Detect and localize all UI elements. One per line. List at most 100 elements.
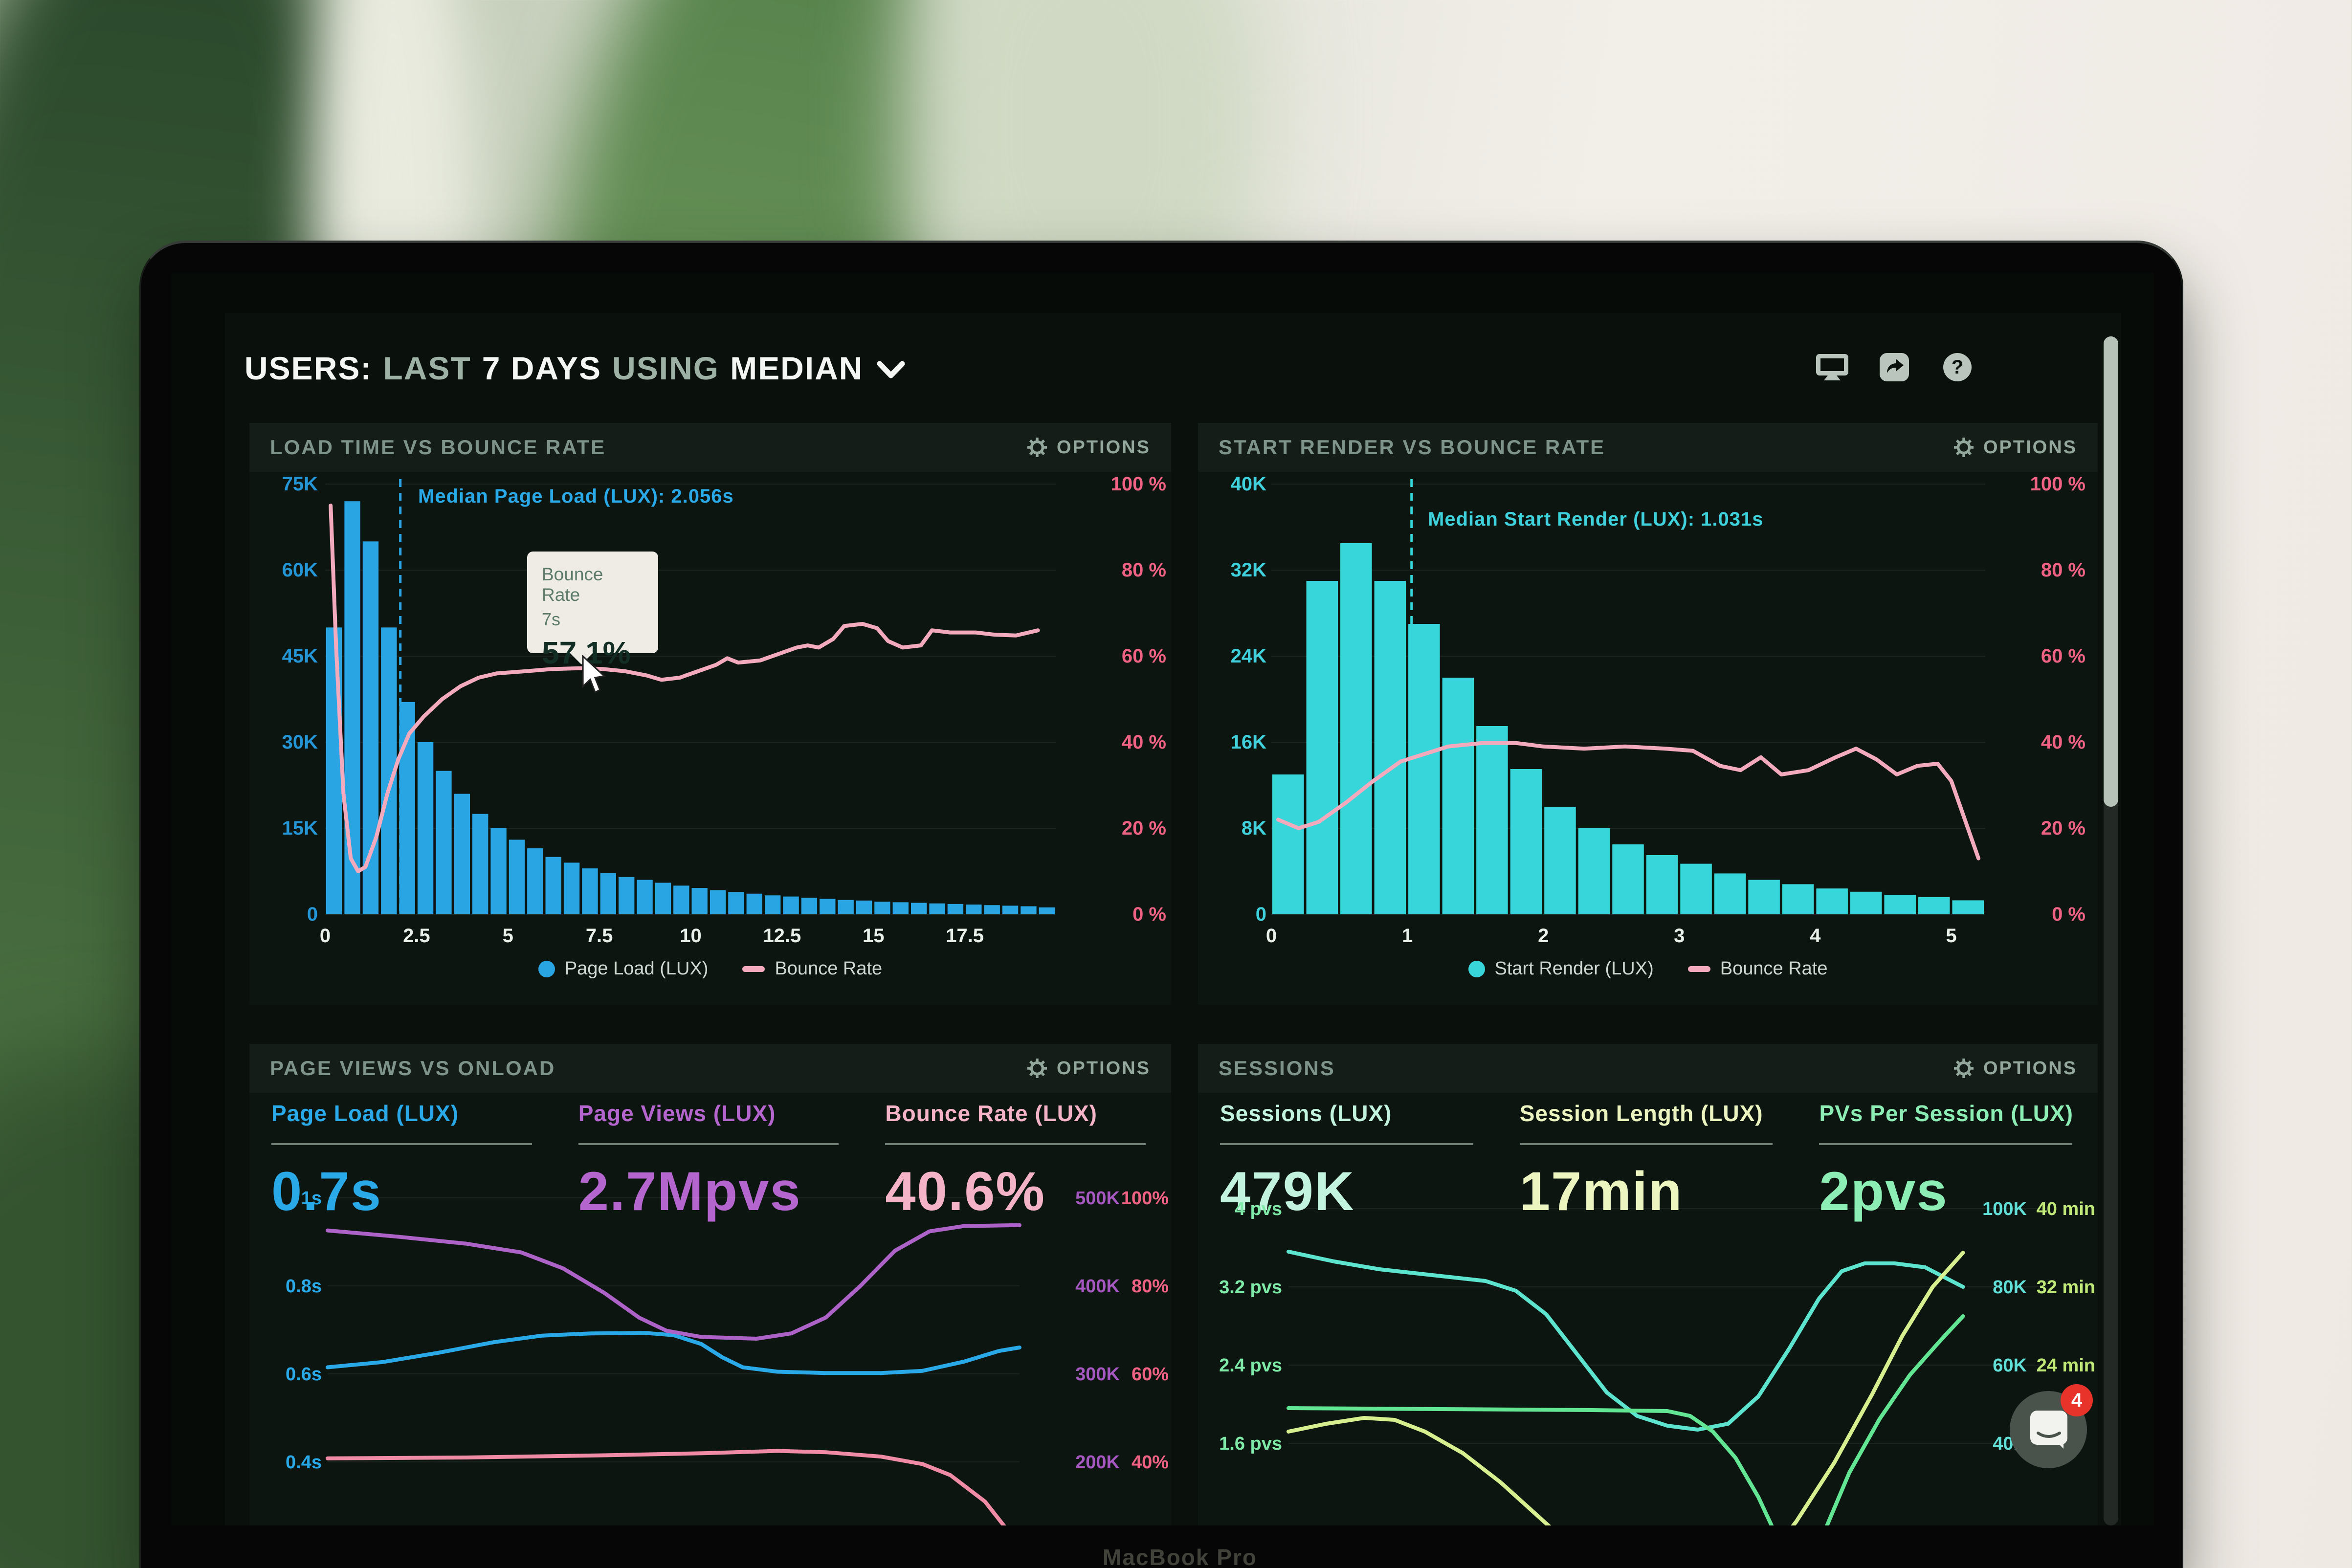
svg-text:0: 0 [1256,904,1266,925]
options-button[interactable]: OPTIONS [1026,437,1151,458]
svg-text:3.2 pvs: 3.2 pvs [1219,1277,1282,1298]
svg-text:0: 0 [1266,925,1277,947]
options-button[interactable]: OPTIONS [1953,437,2077,458]
legend-item[interactable]: Bounce Rate [742,958,882,979]
svg-text:32K: 32K [1231,559,1266,581]
svg-text:20 %: 20 % [1122,817,1166,839]
metric-value: 0.7s [271,1161,382,1222]
laptop-brand-label: MacBook Pro [1103,1545,1257,1568]
title-segment: LAST [383,350,471,386]
title-segment: USING [612,350,720,386]
panel-page-views-vs-onload: PAGE VIEWS VS ONLOAD OPTIONS Page Load (… [249,1044,1171,1525]
metric-row: Page Load (LUX) 0.7s Page Views (LUX) 2.… [249,1100,1171,1223]
svg-text:80%: 80% [1132,1276,1169,1297]
tooltip-x-value: 7s [542,609,561,629]
svg-text:40%: 40% [1132,1452,1169,1473]
svg-text:15K: 15K [282,817,318,839]
metric-underline [1220,1143,1473,1145]
chat-bubble-icon [2030,1411,2067,1449]
svg-text:0.6s: 0.6s [286,1364,322,1385]
svg-text:80 %: 80 % [2041,559,2086,581]
chart-legend: Start Render (LUX) Bounce Rate [1198,958,2098,979]
title-segment: MEDIAN [730,350,864,386]
svg-text:7.5: 7.5 [586,925,613,947]
svg-text:400K: 400K [1075,1276,1120,1297]
legend-item[interactable]: Page Load (LUX) [538,958,709,979]
median-annotation: Median Page Load (LUX): 2.056s [418,486,734,507]
legend-label: Bounce Rate [775,958,883,979]
help-icon[interactable]: ? [1940,351,1975,383]
panel-sessions: SESSIONS OPTIONS Sessions (LUX) 479K Ses… [1198,1044,2098,1525]
tooltip-series: Bounce Rate [542,564,603,605]
svg-text:200K: 200K [1075,1452,1120,1473]
svg-text:16K: 16K [1231,731,1266,753]
svg-text:80K: 80K [1993,1277,2027,1298]
metric-sessions: Sessions (LUX) 479K [1198,1100,1498,1223]
metric-session-length: Session Length (LUX) 17min [1498,1100,1797,1223]
legend-dash [742,966,765,972]
metric-underline [885,1143,1146,1145]
svg-text:80 %: 80 % [1122,559,1166,581]
metric-bounce-rate: Bounce Rate (LUX) 40.6% [863,1100,1170,1223]
options-button[interactable]: OPTIONS [1953,1058,2077,1079]
svg-text:1: 1 [1402,925,1413,947]
svg-text:300K: 300K [1075,1364,1120,1385]
panel-title: LOAD TIME VS BOUNCE RATE [270,436,606,459]
gear-icon [1026,437,1048,458]
svg-text:24K: 24K [1231,645,1266,667]
panel-load-time-vs-bounce-rate: LOAD TIME VS BOUNCE RATE OPTIONS 75K 100 … [249,423,1171,1005]
svg-text:40 %: 40 % [1122,731,1166,753]
legend-label: Page Load (LUX) [564,958,709,979]
svg-text:60K: 60K [1993,1355,2027,1376]
metric-value: 479K [1220,1161,1355,1222]
metric-label: Session Length (LUX) [1519,1101,1763,1126]
load-time-chart[interactable]: 75K 100 % 60K 80 % 45K 60 % 30K 40 % 15K 20 % 0 0 %… [249,423,1171,1005]
options-button[interactable]: OPTIONS [1026,1058,1151,1079]
svg-text:0: 0 [320,925,331,947]
svg-text:0.4s: 0.4s [286,1452,322,1473]
panel-header: LOAD TIME VS BOUNCE RATE OPTIONS [249,423,1171,472]
share-icon[interactable] [1878,351,1912,383]
legend-label: Start Render (LUX) [1494,958,1654,979]
dashboard-title-dropdown[interactable]: USERS: LAST 7 DAYS USING MEDIAN [244,341,916,395]
svg-text:40 %: 40 % [2041,731,2086,753]
panel-header: START RENDER VS BOUNCE RATE OPTIONS [1198,423,2098,472]
svg-text:10: 10 [680,925,702,947]
mouse-cursor [581,654,610,699]
svg-text:15: 15 [863,925,885,947]
metric-row: Sessions (LUX) 479K Session Length (LUX)… [1198,1100,2098,1223]
svg-text:17.5: 17.5 [946,925,984,947]
svg-text:0 %: 0 % [2052,904,2086,925]
svg-text:45K: 45K [282,645,318,667]
monitor-icon[interactable] [1815,351,1849,383]
dashboard-page: USERS: LAST 7 DAYS USING MEDIAN ? LOAD T… [225,313,2121,1525]
metric-label: PVs Per Session (LUX) [1819,1101,2073,1126]
gear-icon [1953,437,1975,458]
svg-text:2.4 pvs: 2.4 pvs [1219,1355,1282,1376]
metric-underline [1519,1143,1773,1145]
metric-value: 2pvs [1819,1161,1948,1222]
metric-label: Bounce Rate (LUX) [885,1101,1097,1126]
scrollbar-thumb[interactable] [2104,336,2118,807]
metric-label: Page Load (LUX) [271,1101,459,1126]
chart-legend: Page Load (LUX) Bounce Rate [249,958,1171,979]
svg-text:60K: 60K [282,559,318,581]
svg-text:5: 5 [1946,925,1956,947]
chart-tooltip: Bounce Rate 7s 57.1% [527,552,658,670]
svg-text:2.5: 2.5 [403,925,430,947]
legend-item[interactable]: Start Render (LUX) [1468,958,1654,979]
svg-text:2: 2 [1538,925,1549,947]
page-scrollbar[interactable] [2104,336,2118,1525]
svg-text:60 %: 60 % [2041,645,2086,667]
metric-pvs-per-session: PVs Per Session (LUX) 2pvs [1797,1100,2097,1223]
chat-widget-button[interactable]: 4 [2010,1384,2093,1468]
svg-text:24 min: 24 min [2037,1355,2095,1376]
svg-text:?: ? [1952,356,1963,378]
median-annotation: Median Start Render (LUX): 1.031s [1428,508,1764,530]
svg-text:40K: 40K [1231,473,1266,495]
metric-underline [1819,1143,2073,1145]
legend-item[interactable]: Bounce Rate [1687,958,1827,979]
legend-dot [1468,960,1485,977]
metric-underline [578,1143,839,1145]
gear-icon [1953,1058,1975,1079]
